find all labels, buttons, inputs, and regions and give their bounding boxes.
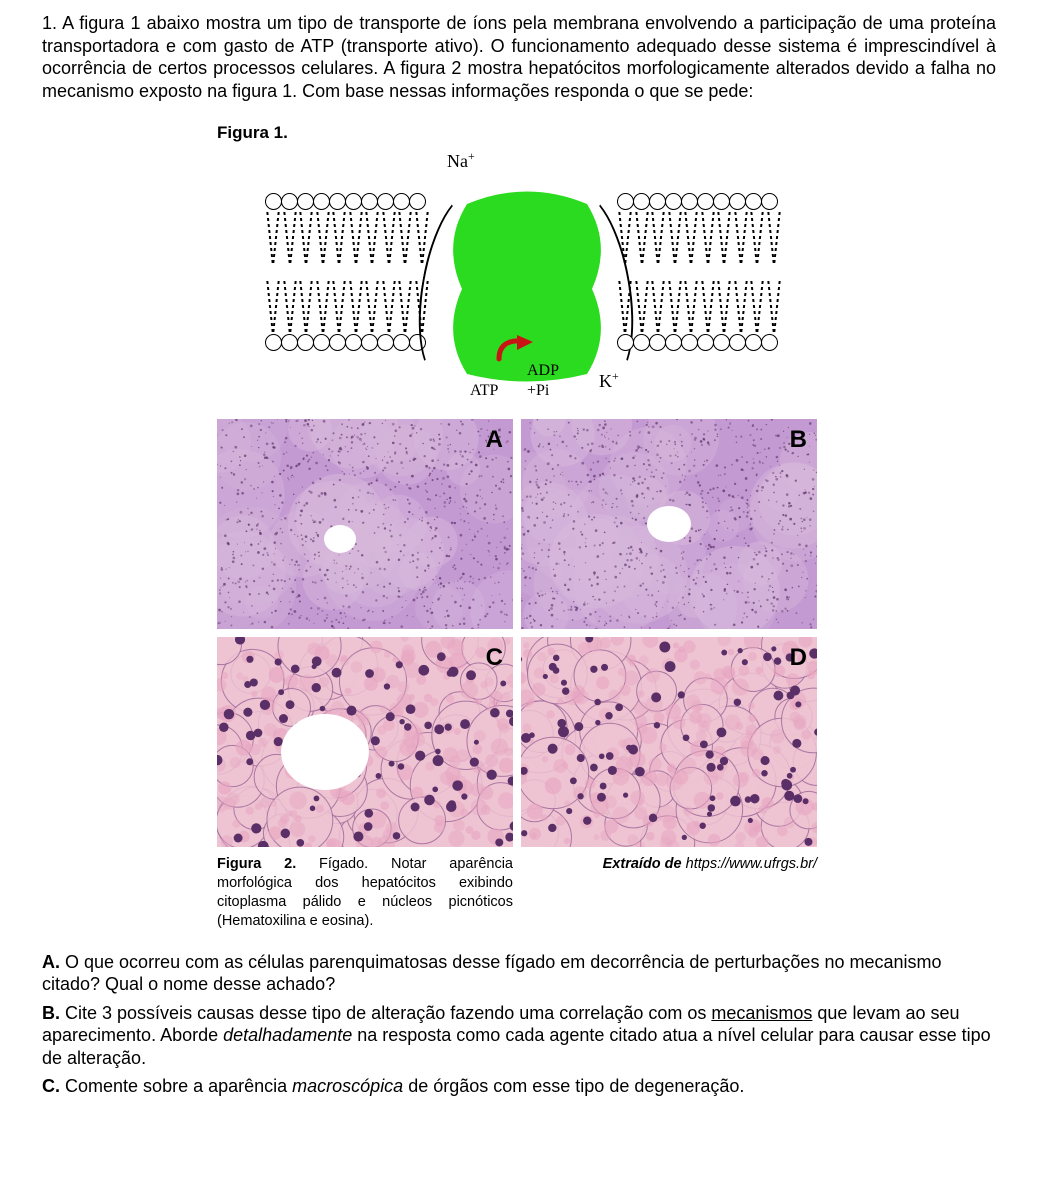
lipid-head-row-top [265,193,430,210]
panel-tag-d: D [790,643,807,673]
question-stem: 1. A figura 1 abaixo mostra um tipo de t… [42,12,996,102]
figure2-caption: Figura 2. Fígado. Notar aparência morfol… [217,855,513,930]
question-body: A figura 1 abaixo mostra um tipo de tran… [42,13,996,101]
panel-tag-b: B [790,425,807,455]
subquestion-a: A. O que ocorreu com as células parenqui… [42,951,996,996]
k-plus-label: K+ [599,369,619,393]
figure2-panel-d: D [521,637,817,847]
atp-label: ATP [470,381,498,401]
question-number: 1. [42,13,62,33]
panel-tag-a: A [486,425,503,455]
subquestion-b: B. Cite 3 possíveis causas desse tipo de… [42,1002,996,1070]
lipid-tail-row-bottom [265,279,430,334]
membrane-left [265,193,430,353]
lipid-tail-row-top [265,210,430,265]
membrane-right [617,193,782,353]
figure1-label: Figura 1. [217,122,817,143]
figure2-panel-c: C [217,637,513,847]
atp-hydrolysis-arrow-icon [493,335,537,371]
na-plus-label: Na+ [447,149,475,173]
figure2-source: Extraído de https://www.ufrgs.br/ [521,855,817,930]
figure2-grid: A B C D [217,419,817,847]
lipid-head-row-bottom [265,334,430,351]
subquestion-c: C. Comente sobre a aparência macroscópic… [42,1075,996,1098]
figure2-panel-a: A [217,419,513,629]
figures-container: Figura 1. Na+ [217,122,817,931]
figure2-panel-b: B [521,419,817,629]
panel-tag-c: C [486,643,503,673]
figure2-caption-row: Figura 2. Fígado. Notar aparência morfol… [217,855,817,930]
figure1-diagram: Na+ K+ ATP [237,149,797,409]
